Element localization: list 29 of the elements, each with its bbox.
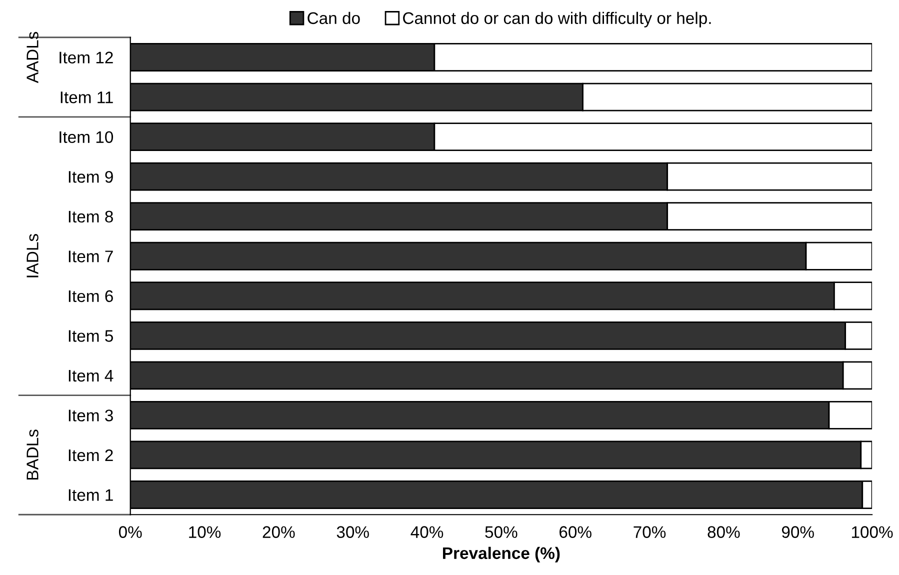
legend-label: Cannot do or can do with difficulty or help. (403, 12, 711, 28)
y-tick-label: Item 10 (60, 131, 114, 144)
x-tick-label: 60% (560, 526, 592, 538)
x-tick-label: 100% (852, 526, 893, 538)
x-tick-label: 20% (262, 526, 295, 538)
text: AADLs (26, 32, 38, 84)
y-tick-label: Item 1 (68, 489, 113, 501)
y-tick-label: Item 2 (68, 449, 113, 462)
text: IADLs (26, 234, 38, 278)
y-tick-label: Item 9 (68, 170, 113, 183)
y-tick-label: Item 12 (60, 52, 113, 64)
y-tick-label: Item 7 (68, 250, 113, 262)
x-tick-label: 70% (634, 526, 666, 538)
x-tick-label: 50% (485, 526, 518, 538)
x-tick-label: 0% (118, 526, 142, 538)
x-tick-label: 40% (410, 526, 444, 538)
text: BADLs (26, 430, 38, 480)
legend-label: Can do (308, 12, 360, 24)
x-axis-title: Prevalence (%) (443, 546, 560, 562)
y-tick-label: Item 3 (68, 410, 113, 422)
y-tick-label: Item 11 (60, 92, 113, 104)
x-tick-label: 30% (336, 526, 369, 538)
x-tick-label: 90% (782, 526, 814, 538)
y-tick-label: Item 4 (68, 370, 114, 382)
y-tick-label: Item 8 (68, 210, 113, 223)
y-tick-label: Item 6 (68, 290, 113, 302)
y-tick-label: Item 5 (68, 330, 113, 342)
x-tick-label: 10% (189, 526, 221, 538)
x-tick-label: 80% (708, 526, 740, 538)
